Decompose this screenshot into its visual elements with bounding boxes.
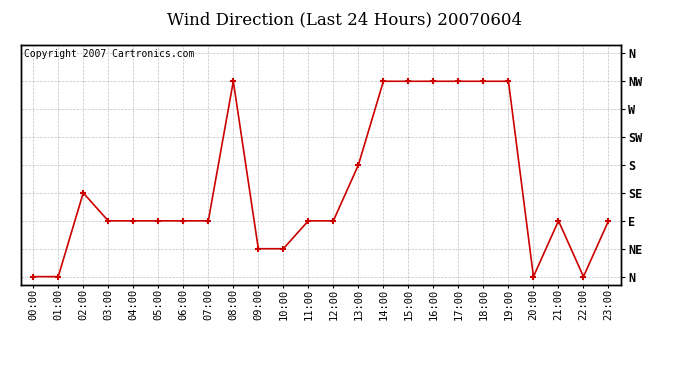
Text: Wind Direction (Last 24 Hours) 20070604: Wind Direction (Last 24 Hours) 20070604 [168, 11, 522, 28]
Text: Copyright 2007 Cartronics.com: Copyright 2007 Cartronics.com [23, 49, 194, 58]
